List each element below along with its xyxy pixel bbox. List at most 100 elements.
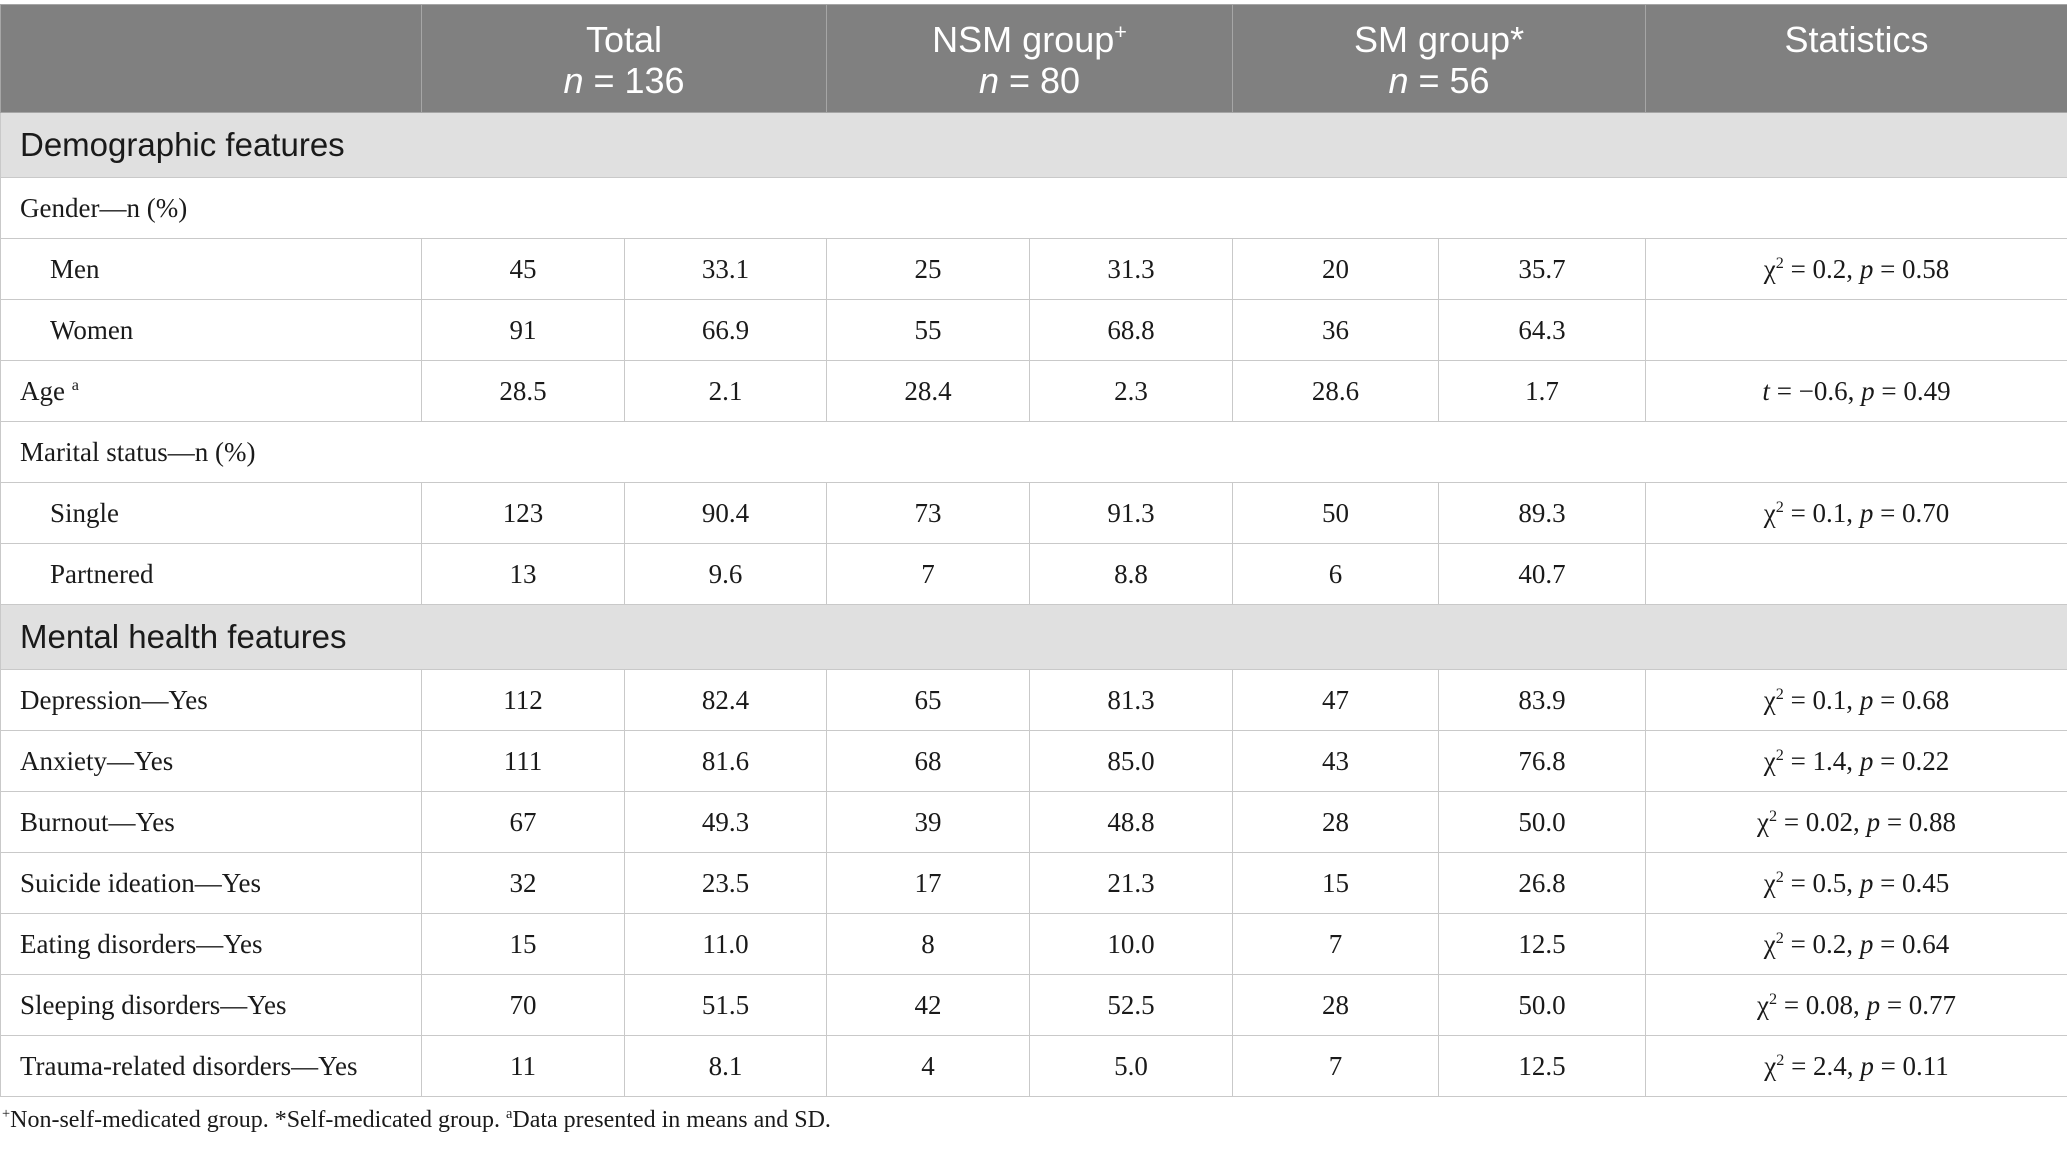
table-row: Sleeping disorders—Yes 70 51.5 42 52.5 28 50.0… <box>0 974 2067 1036</box>
table-row: Burnout—Yes 67 49.3 39 48.8 28 50.0 χ2 = 0.02, … <box>0 791 2067 853</box>
table-cell: 9.6 <box>623 543 828 605</box>
table-cell: 11 <box>421 1035 625 1097</box>
table-row: Single 123 90.4 73 91.3 50 89.3 χ2 = 0.1, p = 0… <box>0 482 2067 544</box>
table-cell: 81.6 <box>623 730 828 792</box>
table-row: Men 45 33.1 25 31.3 20 35.7 χ2 = 0.2, p = 0.58 <box>0 238 2067 300</box>
table-cell: 35.7 <box>1438 238 1647 300</box>
row-label: Men <box>0 238 422 300</box>
table-cell: 85.0 <box>1029 730 1234 792</box>
table-cell: 25 <box>826 238 1031 300</box>
table-cell: 28.4 <box>826 360 1031 422</box>
table-cell: 17 <box>826 852 1031 914</box>
table-cell: 28 <box>1232 974 1440 1036</box>
table-cell: 15 <box>1232 852 1440 914</box>
table-cell: 76.8 <box>1438 730 1647 792</box>
table-container: Total n = 136 NSM group+ n = 80 SM group… <box>0 4 2067 1134</box>
table-cell: 8 <box>826 913 1031 975</box>
table-cell: 64.3 <box>1438 299 1647 361</box>
table-cell: 43 <box>1232 730 1440 792</box>
statistics-cell: χ2 = 1.4, p = 0.22 <box>1645 730 2067 792</box>
statistics-cell: χ2 = 0.1, p = 0.70 <box>1645 482 2067 544</box>
statistics-cell: χ2 = 0.5, p = 0.45 <box>1645 852 2067 914</box>
table-cell: 50.0 <box>1438 791 1647 853</box>
table-cell: 36 <box>1232 299 1440 361</box>
header-total-title: Total <box>585 19 663 60</box>
table-cell: 11.0 <box>623 913 828 975</box>
table-cell: 5.0 <box>1029 1035 1234 1097</box>
row-label: Women <box>0 299 422 361</box>
statistics-cell: χ2 = 0.02, p = 0.88 <box>1645 791 2067 853</box>
table-cell: 8.1 <box>623 1035 828 1097</box>
group-label-row: Marital status—n (%) <box>0 421 2067 483</box>
table-cell: 48.8 <box>1029 791 1234 853</box>
table-cell: 70 <box>421 974 625 1036</box>
table-cell: 45 <box>421 238 625 300</box>
statistics-cell <box>1645 543 2067 605</box>
header-empty-cell <box>0 4 422 113</box>
table-cell: 4 <box>826 1035 1031 1097</box>
statistics-cell <box>1645 299 2067 361</box>
table-row: Eating disorders—Yes 15 11.0 8 10.0 7 12.5 χ2 =… <box>0 913 2067 975</box>
header-sm-group: SM group* n = 56 <box>1232 4 1647 113</box>
table-cell: 91 <box>421 299 625 361</box>
table-cell: 112 <box>421 669 625 731</box>
section-title: Mental health features <box>0 604 2067 670</box>
header-statistics: Statistics <box>1645 4 2067 113</box>
table-cell: 26.8 <box>1438 852 1647 914</box>
section-header-row: Demographic features <box>0 112 2067 178</box>
header-nsm-group: NSM group+ n = 80 <box>826 4 1234 113</box>
statistics-cell: χ2 = 0.2, p = 0.58 <box>1645 238 2067 300</box>
header-sm-mark: * <box>1510 19 1525 60</box>
table-cell: 51.5 <box>623 974 828 1036</box>
table-cell: 123 <box>421 482 625 544</box>
row-label: Trauma-related disorders—Yes <box>0 1035 422 1097</box>
footnote: +Non-self-medicated group. *Self-medicat… <box>2 1106 831 1133</box>
table-cell: 8.8 <box>1029 543 1234 605</box>
statistics-cell: t = −0.6, p = 0.49 <box>1645 360 2067 422</box>
table-cell: 67 <box>421 791 625 853</box>
table-cell: 31.3 <box>1029 238 1234 300</box>
results-table: Total n = 136 NSM group+ n = 80 SM group… <box>0 4 2067 1097</box>
group-label-row: Gender—n (%) <box>0 177 2067 239</box>
table-cell: 28.5 <box>421 360 625 422</box>
header-sm-n: n = 56 <box>1388 60 1490 101</box>
table-cell: 55 <box>826 299 1031 361</box>
table-cell: 7 <box>1232 1035 1440 1097</box>
table-row: Anxiety—Yes 111 81.6 68 85.0 43 76.8 χ2 = 1.4, … <box>0 730 2067 792</box>
statistics-cell: χ2 = 0.2, p = 0.64 <box>1645 913 2067 975</box>
table-cell: 15 <box>421 913 625 975</box>
table-cell: 65 <box>826 669 1031 731</box>
table-row: Partnered 13 9.6 7 8.8 6 40.7 <box>0 543 2067 605</box>
row-label: Anxiety—Yes <box>0 730 422 792</box>
table-row: Age a 28.5 2.1 28.4 2.3 28.6 1.7 t = −0.6, p = … <box>0 360 2067 422</box>
table-cell: 81.3 <box>1029 669 1234 731</box>
table-cell: 91.3 <box>1029 482 1234 544</box>
table-cell: 10.0 <box>1029 913 1234 975</box>
statistics-cell: χ2 = 2.4, p = 0.11 <box>1645 1035 2067 1097</box>
row-label: Marital status—n (%) <box>0 421 2067 483</box>
header-total: Total n = 136 <box>420 4 828 113</box>
header-sm-title: SM group <box>1353 19 1511 60</box>
table-cell: 12.5 <box>1438 1035 1647 1097</box>
row-label: Sleeping disorders—Yes <box>0 974 422 1036</box>
row-label: Single <box>0 482 422 544</box>
table-body: Demographic features Gender—n (%) Men 45 33.… <box>0 112 2067 1097</box>
row-label: Gender—n (%) <box>0 177 2067 239</box>
table-cell: 111 <box>421 730 625 792</box>
table-cell: 42 <box>826 974 1031 1036</box>
table-cell: 66.9 <box>623 299 828 361</box>
table-cell: 73 <box>826 482 1031 544</box>
table-cell: 47 <box>1232 669 1440 731</box>
table-cell: 50.0 <box>1438 974 1647 1036</box>
table-cell: 2.1 <box>623 360 828 422</box>
row-label: Suicide ideation—Yes <box>0 852 422 914</box>
table-row: Depression—Yes 112 82.4 65 81.3 47 83.9 χ2 = 0.… <box>0 669 2067 731</box>
table-cell: 1.7 <box>1438 360 1647 422</box>
header-nsm-mark: + <box>1114 19 1127 44</box>
table-cell: 68.8 <box>1029 299 1234 361</box>
table-cell: 28 <box>1232 791 1440 853</box>
header-total-n: n = 136 <box>563 60 685 101</box>
header-row: Total n = 136 NSM group+ n = 80 SM group… <box>0 4 2067 113</box>
table-cell: 90.4 <box>623 482 828 544</box>
table-cell: 13 <box>421 543 625 605</box>
